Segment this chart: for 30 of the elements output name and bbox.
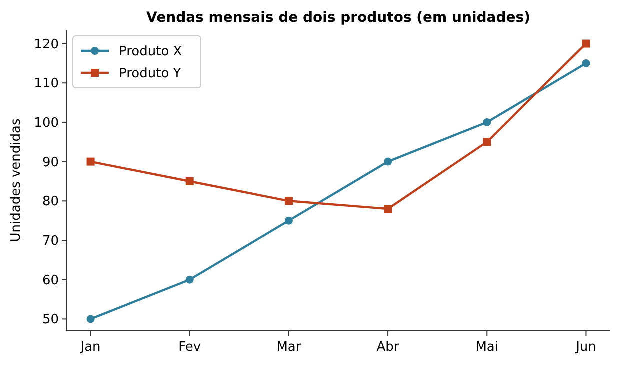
y-tick-label: 100 [34, 116, 59, 132]
point [483, 118, 492, 126]
y-tick-label: 120 [34, 37, 59, 52]
y-tick-label: 90 [42, 155, 59, 170]
point [582, 40, 590, 48]
point [582, 59, 590, 68]
point [384, 158, 392, 166]
chart-title: Vendas mensais de dois produtos (em unidades) [146, 10, 530, 26]
point [284, 197, 293, 206]
y-tick-label: 50 [42, 312, 59, 328]
x-tick-label: Jan [80, 340, 101, 355]
x-tick-label: Mar [276, 340, 302, 355]
y-tick-label: 110 [34, 76, 59, 92]
x-tick-label: Abr [376, 340, 400, 355]
legend-label: Produto Y [119, 66, 182, 82]
y-tick-label: 60 [42, 273, 59, 288]
legend-label: Produto X [119, 44, 182, 60]
point [86, 315, 95, 324]
x-tick-label: Jun [575, 340, 596, 355]
y-tick-label: 70 [42, 234, 59, 250]
point [186, 177, 194, 186]
x-tick-label: Fev [178, 340, 202, 355]
point [384, 205, 392, 214]
y-tick-label: 80 [42, 194, 59, 210]
x-tick-label: Mai [476, 340, 499, 355]
point [483, 138, 492, 146]
point [86, 158, 95, 166]
point [284, 216, 293, 225]
point [186, 276, 194, 284]
y-axis-title: Unidades vendidas [9, 118, 24, 242]
